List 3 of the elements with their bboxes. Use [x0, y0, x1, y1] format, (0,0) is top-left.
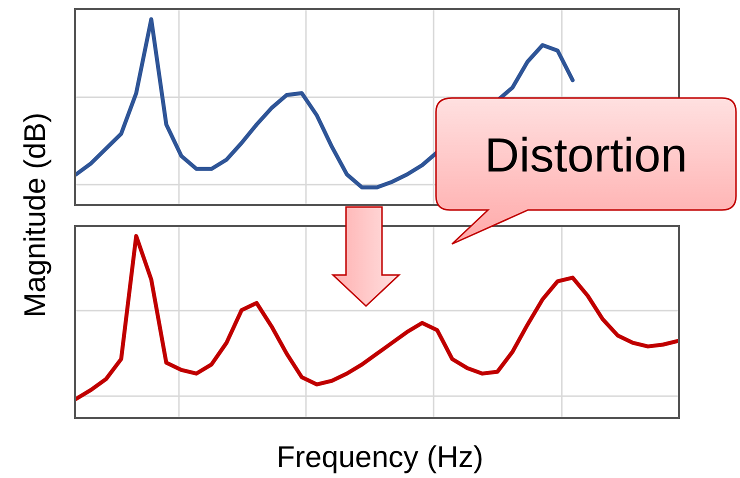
x-axis-title: Frequency (Hz) — [276, 441, 484, 475]
annotation: Distortion — [484, 128, 688, 184]
y-axis-title: Magnitude (dB) — [19, 112, 53, 318]
